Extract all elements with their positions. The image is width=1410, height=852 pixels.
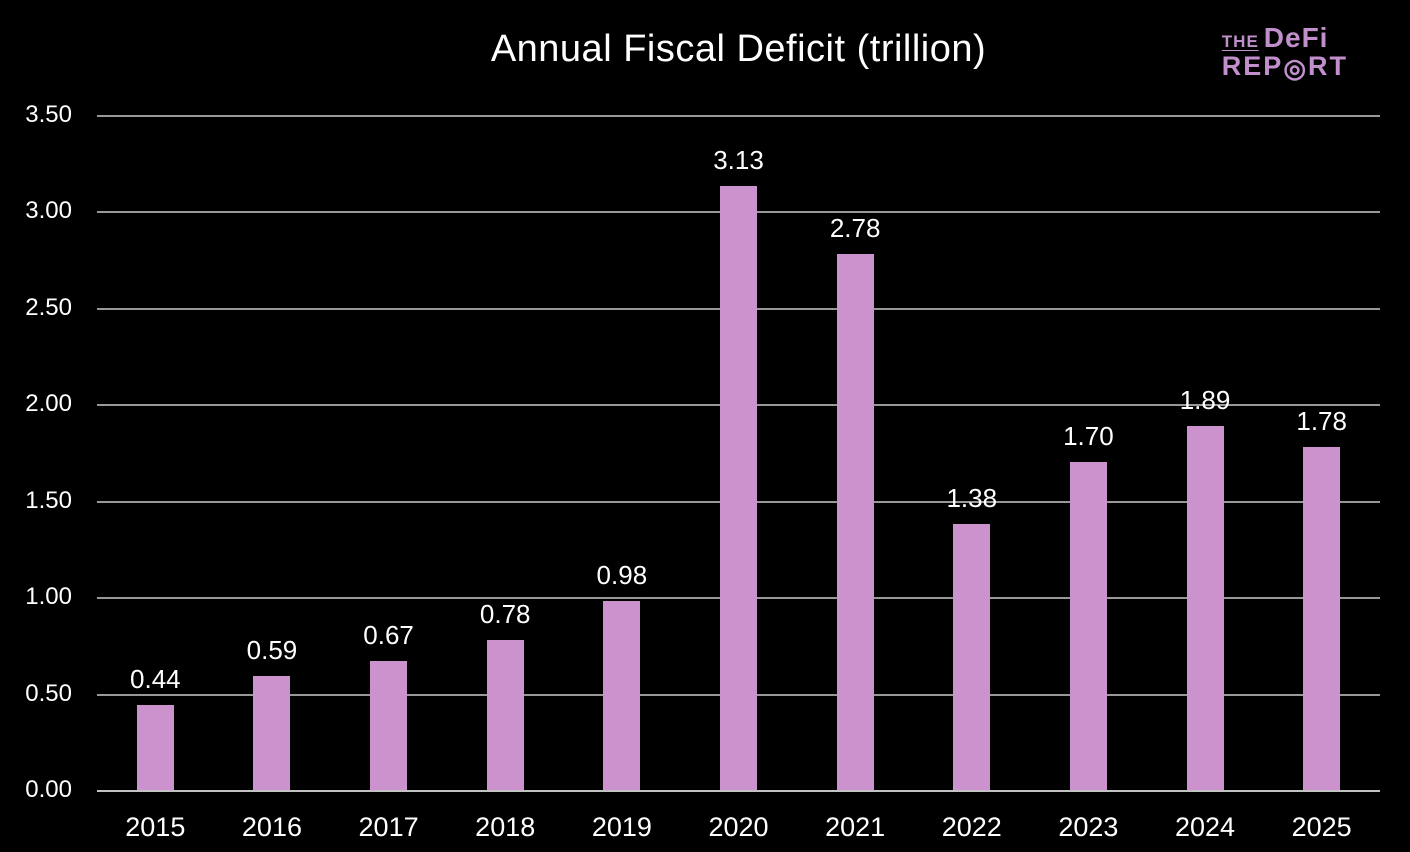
y-tick-label-1.00: 1.00	[25, 583, 72, 611]
bar-value-label-2024: 1.89	[1179, 384, 1231, 415]
x-tick-label-2016: 2016	[241, 812, 302, 842]
bar-2019	[603, 601, 641, 790]
x-axis: 2015 2016 2017 2018 2019 2020 2021 2022 2023 2024…	[97, 810, 1380, 846]
logo-line-the-defi: THE DeFi	[1222, 24, 1348, 52]
bar-2018	[486, 639, 524, 790]
bar-value-label-2023: 1.70	[1063, 421, 1114, 452]
x-tick-label-2019: 2019	[591, 812, 652, 842]
y-tick-label-2.00: 2.00	[25, 390, 72, 418]
bar-2024	[1186, 425, 1224, 790]
bar-value-label-2022: 1.38	[946, 482, 998, 513]
x-tick-label-2021: 2021	[825, 812, 886, 842]
bar-2015	[136, 705, 174, 790]
x-tick-label-2025: 2025	[1291, 812, 1352, 842]
x-tick-label-2015: 2015	[125, 812, 186, 842]
y-tick-label-2.50: 2.50	[25, 293, 72, 321]
x-tick-label-2020: 2020	[708, 812, 769, 842]
bar-value-label-2015: 0.44	[130, 664, 181, 695]
defi-report-logo: THE DeFi REP ◎ RT	[1221, 24, 1348, 83]
y-tick-label-3.50: 3.50	[25, 101, 72, 128]
logo-report-pre: REP	[1221, 51, 1284, 81]
bar-value-label-2017: 0.67	[363, 619, 414, 650]
y-tick-label-0.50: 0.50	[25, 679, 72, 707]
bar-2020	[720, 186, 757, 790]
bar-value-label-2018: 0.78	[479, 598, 531, 629]
x-tick-label-2022: 2022	[941, 812, 1002, 842]
x-tick-label-2024: 2024	[1174, 812, 1236, 842]
logo-line-report: REP ◎ RT	[1221, 51, 1348, 83]
bar-2025	[1303, 446, 1341, 790]
bar-2023	[1069, 462, 1107, 790]
x-tick-label-2017: 2017	[358, 812, 419, 842]
bar-2021	[836, 253, 874, 790]
bar-value-label-2016: 0.59	[246, 635, 298, 666]
bar-2016	[253, 676, 291, 790]
y-tick-label-0.00: 0.00	[25, 776, 72, 803]
gridline-3.50	[97, 115, 1380, 117]
bar-2022	[953, 523, 991, 790]
bar-value-label-2020: 3.13	[713, 145, 764, 176]
plot-area: 0.44 0.59 0.67 0.78 0.98 3.13 2.78 1.38 1.70 1.89…	[97, 115, 1380, 792]
y-axis: 0.00 0.50 1.00 1.50 2.00 2.50 3.00 3.50	[0, 103, 72, 802]
chart-title: Annual Fiscal Deficit (trillion)	[490, 28, 987, 70]
logo-defi-text: DeFi	[1263, 22, 1329, 53]
x-tick-label-2023: 2023	[1058, 812, 1119, 842]
x-tick-label-2018: 2018	[475, 812, 536, 842]
bullseye-icon: ◎	[1283, 52, 1308, 83]
logo-the-text: THE	[1221, 32, 1259, 51]
logo-report-post: RT	[1308, 51, 1348, 81]
bar-value-label-2025: 1.78	[1296, 405, 1347, 436]
bar-value-label-2019: 0.98	[596, 560, 648, 590]
y-tick-label-3.00: 3.00	[25, 197, 72, 225]
x-axis-line	[97, 790, 1380, 792]
bar-value-label-2021: 2.78	[829, 212, 881, 243]
bar-2017	[370, 660, 408, 790]
y-tick-label-1.50: 1.50	[25, 486, 72, 514]
